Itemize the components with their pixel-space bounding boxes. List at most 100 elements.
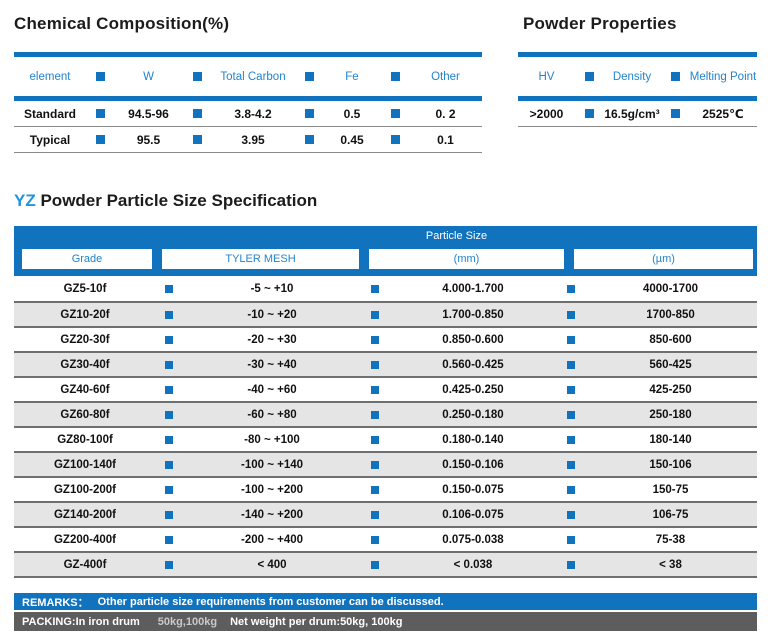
bullet-square-icon xyxy=(165,385,173,394)
column-header: Total Carbon xyxy=(220,70,286,83)
particle-size-band: Particle Size xyxy=(14,226,757,246)
grade-cell: GZ200-400f xyxy=(53,533,116,546)
table-row: GZ100-200f -100 ~ +200 0.150-0.075 150-7… xyxy=(14,476,757,501)
mm-cell: 0.250-0.180 xyxy=(442,408,504,421)
table-row: Standard 94.5-96 3.8-4.2 0.5 0. 2 xyxy=(14,101,482,127)
bullet-square-icon xyxy=(165,510,173,519)
um-cell: 75-38 xyxy=(655,533,686,546)
mesh-cell: < 400 xyxy=(257,558,287,571)
divider-thick-blue xyxy=(14,272,757,276)
bullet-square-icon xyxy=(371,510,379,519)
particle-size-rows: GZ5-10f -5 ~ +10 4.000-1.700 4000-1700 G… xyxy=(14,276,757,578)
mesh-cell: -80 ~ +100 xyxy=(244,433,300,446)
bullet-square-icon xyxy=(165,410,173,419)
bullet-square-icon xyxy=(95,72,105,81)
bullet-square-icon xyxy=(371,410,379,419)
bullet-square-icon xyxy=(567,485,575,494)
grade-cell: GZ-400f xyxy=(63,558,107,571)
chemical-composition-title: Chemical Composition(%) xyxy=(14,14,230,33)
bullet-square-icon xyxy=(390,109,400,118)
packing-quantities: 50kg,100kg xyxy=(157,615,218,628)
column-header: element xyxy=(29,70,71,83)
mm-cell: 4.000-1.700 xyxy=(442,282,504,295)
value-cell: 0. 2 xyxy=(435,106,456,121)
chemical-composition-header-row: element W Total Carbon Fe Other xyxy=(14,57,482,96)
bullet-square-icon xyxy=(371,284,379,293)
divider-thick-blue xyxy=(518,96,757,101)
bullet-square-icon xyxy=(304,72,314,81)
value-cell: 95.5 xyxy=(136,132,161,147)
table-row: >2000 16.5g/cm³ 2525℃ xyxy=(518,101,757,127)
bullet-square-icon xyxy=(390,72,400,81)
um-cell: 250-180 xyxy=(649,408,692,421)
table-row: GZ30-40f -30 ~ +40 0.560-0.425 560-425 xyxy=(14,351,757,376)
value-cell: 0.1 xyxy=(437,132,454,147)
particle-size-band-label: Particle Size xyxy=(425,230,488,242)
table-row: GZ20-30f -20 ~ +30 0.850-0.600 850-600 xyxy=(14,326,757,351)
remarks-label: REMARKS： xyxy=(22,596,89,609)
bullet-square-icon xyxy=(95,135,105,144)
um-cell: 850-600 xyxy=(649,333,692,346)
bullet-square-icon xyxy=(371,360,379,369)
particle-size-table: Particle Size Grade TYLER MESH (mm) (µm)… xyxy=(14,226,757,578)
mm-cell: 0.425-0.250 xyxy=(442,383,504,396)
value-cell: 3.95 xyxy=(241,132,265,147)
bullet-square-icon xyxy=(371,460,379,469)
column-header-tyler-mesh: TYLER MESH xyxy=(162,249,359,269)
value-cell: 0.5 xyxy=(343,106,361,121)
mesh-cell: -20 ~ +30 xyxy=(247,333,297,346)
mm-cell: 0.850-0.600 xyxy=(442,333,504,346)
table-row: GZ-400f < 400 < 0.038 < 38 xyxy=(14,551,757,576)
bullet-square-icon xyxy=(371,310,379,319)
column-header-um: (µm) xyxy=(574,249,753,269)
table-row: GZ60-80f -60 ~ +80 0.250-0.180 250-180 xyxy=(14,401,757,426)
row-label: Standard xyxy=(23,106,76,121)
grade-cell: GZ10-20f xyxy=(60,308,110,321)
grade-cell: GZ5-10f xyxy=(63,282,107,295)
mesh-cell: -100 ~ +140 xyxy=(240,458,304,471)
divider-thick-blue xyxy=(14,96,482,101)
bullet-square-icon xyxy=(165,360,173,369)
column-header-mm: (mm) xyxy=(369,249,564,269)
mm-cell: 0.150-0.106 xyxy=(442,458,504,471)
mesh-cell: -5 ~ +10 xyxy=(250,282,294,295)
brand-prefix: YZ xyxy=(14,191,36,210)
mesh-cell: -100 ~ +200 xyxy=(240,483,304,496)
bullet-square-icon xyxy=(567,385,575,394)
bullet-square-icon xyxy=(567,310,575,319)
table-row: Typical 95.5 3.95 0.45 0.1 xyxy=(14,127,482,153)
grade-cell: GZ30-40f xyxy=(60,358,110,371)
bullet-square-icon xyxy=(567,335,575,344)
um-cell: 1700-850 xyxy=(646,308,695,321)
grade-cell: GZ60-80f xyxy=(60,408,110,421)
bullet-square-icon xyxy=(670,109,680,118)
bullet-square-icon xyxy=(304,135,314,144)
bullet-square-icon xyxy=(567,435,575,444)
chemical-composition-section: Chemical Composition(%) element W Total … xyxy=(14,14,482,153)
grade-cell: GZ40-60f xyxy=(60,383,110,396)
bullet-square-icon xyxy=(584,72,594,81)
column-header: HV xyxy=(538,70,555,83)
bullet-square-icon xyxy=(371,485,379,494)
column-header: W xyxy=(143,70,154,83)
bullet-square-icon xyxy=(670,72,680,81)
divider-thick-blue xyxy=(14,52,482,57)
column-header: Density xyxy=(612,70,652,83)
value-cell: >2000 xyxy=(529,106,564,121)
um-cell: 425-250 xyxy=(649,383,692,396)
packing-label: PACKING:In iron drum xyxy=(22,615,140,628)
grade-cell: GZ140-200f xyxy=(53,508,116,521)
bullet-square-icon xyxy=(390,135,400,144)
table-row: GZ80-100f -80 ~ +100 0.180-0.140 180-140 xyxy=(14,426,757,451)
bullet-square-icon xyxy=(371,560,379,569)
bullet-square-icon xyxy=(165,485,173,494)
particle-size-column-headers: Grade TYLER MESH (mm) (µm) xyxy=(14,246,757,272)
table-row: GZ100-140f -100 ~ +140 0.150-0.106 150-1… xyxy=(14,451,757,476)
mm-cell: 0.106-0.075 xyxy=(442,508,504,521)
powder-properties-section: Powder Properties HV Density Melting Poi… xyxy=(518,14,757,153)
bullet-square-icon xyxy=(192,135,202,144)
value-cell: 16.5g/cm³ xyxy=(604,106,660,121)
bullet-square-icon xyxy=(567,510,575,519)
mm-cell: 0.180-0.140 xyxy=(442,433,504,446)
spec-title-text: Powder Particle Size Specification xyxy=(40,191,318,210)
